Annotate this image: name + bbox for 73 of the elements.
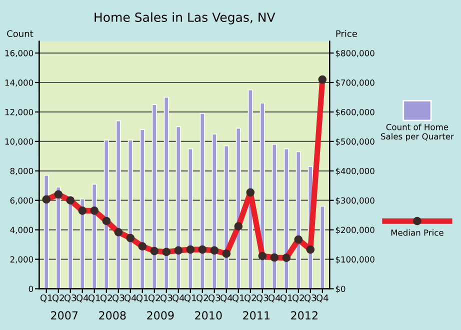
text: 2012: [291, 311, 318, 320]
x-tick-label: Q3: [64, 294, 76, 302]
x-tick-label: Q4: [220, 294, 232, 302]
bar: [296, 151, 301, 289]
x-tick-label: Q3: [208, 294, 220, 302]
x-tick-label: Q4: [124, 294, 136, 302]
y2-tick-label: $700,000: [336, 79, 374, 87]
y-tick-label: 12,000: [5, 108, 34, 116]
x-tick-label: Q2: [100, 294, 112, 302]
bar: [200, 113, 205, 289]
x-tick-label: Q2: [292, 294, 304, 302]
y2-tick-label: $600,000: [336, 108, 374, 116]
y2-tick-label: $300,000: [336, 197, 374, 205]
bar: [272, 144, 277, 289]
bar: [140, 129, 145, 289]
y-tick-label: 16,000: [5, 50, 34, 58]
y2-tick-label: $500,000: [336, 138, 374, 146]
y-tick-label: 6,000: [10, 197, 34, 204]
text: 2009: [147, 311, 174, 320]
legend-label: Median Price: [391, 229, 444, 236]
x-tick-label: Q3: [304, 294, 316, 302]
bar: [320, 206, 325, 289]
text: 2010: [195, 311, 222, 320]
bar: [152, 104, 157, 289]
y-tick-label: 0: [28, 286, 34, 292]
x-tick-label: Q3: [160, 294, 172, 302]
legend-label: Count of Home Sales per Quarter: [380, 124, 454, 142]
y2-tick-label: $800,000: [336, 50, 374, 58]
y2-tick-label: $200,000: [336, 226, 374, 234]
x-tick-label: Q2: [52, 294, 64, 302]
text: 2011: [243, 311, 270, 320]
y2-tick-label: $400,000: [336, 168, 374, 176]
x-tick-label: Q1: [136, 294, 148, 302]
x-tick-label: Q4: [76, 294, 88, 302]
x-tick-label: Q3: [112, 294, 124, 302]
x-tick-label: Q4: [268, 294, 280, 302]
x-tick-label: Q4: [172, 294, 184, 302]
bar: [224, 145, 229, 289]
bar: [188, 148, 193, 289]
bar: [116, 120, 121, 289]
y-tick-label: 2,000: [10, 256, 34, 264]
bar: [104, 140, 109, 289]
x-tick-label: Q2: [244, 294, 256, 302]
bar: [44, 174, 49, 289]
y-axis-title: Count: [7, 30, 34, 38]
text: 2007: [51, 311, 78, 320]
x-tick-label: Q2: [148, 294, 160, 302]
y-tick-label: 4,000: [10, 226, 34, 234]
x-tick-label: Q1: [40, 294, 52, 302]
bar: [176, 126, 181, 289]
bar: [212, 134, 217, 289]
y-tick-label: 14,000: [5, 79, 34, 87]
x-tick-label: Q1: [184, 294, 196, 302]
bar: [68, 196, 73, 289]
x-tick-label: Q1: [88, 294, 100, 302]
bar: [284, 148, 289, 289]
x-tick-label: Q4: [316, 294, 328, 302]
y2-tick-label: $0: [336, 286, 346, 294]
bar: [92, 184, 97, 289]
chart-title: Home Sales in Las Vegas, NV: [94, 12, 276, 24]
x-tick-label: Q1: [232, 294, 244, 302]
bar: [56, 186, 61, 289]
text: 2008: [99, 311, 126, 320]
y2-tick-label: $100,000: [336, 256, 374, 264]
y-tick-label: 10,000: [5, 138, 34, 146]
bar: [128, 140, 133, 289]
x-tick-label: Q3: [256, 294, 268, 302]
y2-axis-title: Price: [336, 30, 357, 38]
bar: [80, 198, 85, 289]
x-tick-label: Q1: [280, 294, 292, 302]
y-tick-label: 8,000: [10, 168, 34, 176]
bar: [164, 96, 169, 289]
x-tick-label: Q2: [196, 294, 208, 302]
